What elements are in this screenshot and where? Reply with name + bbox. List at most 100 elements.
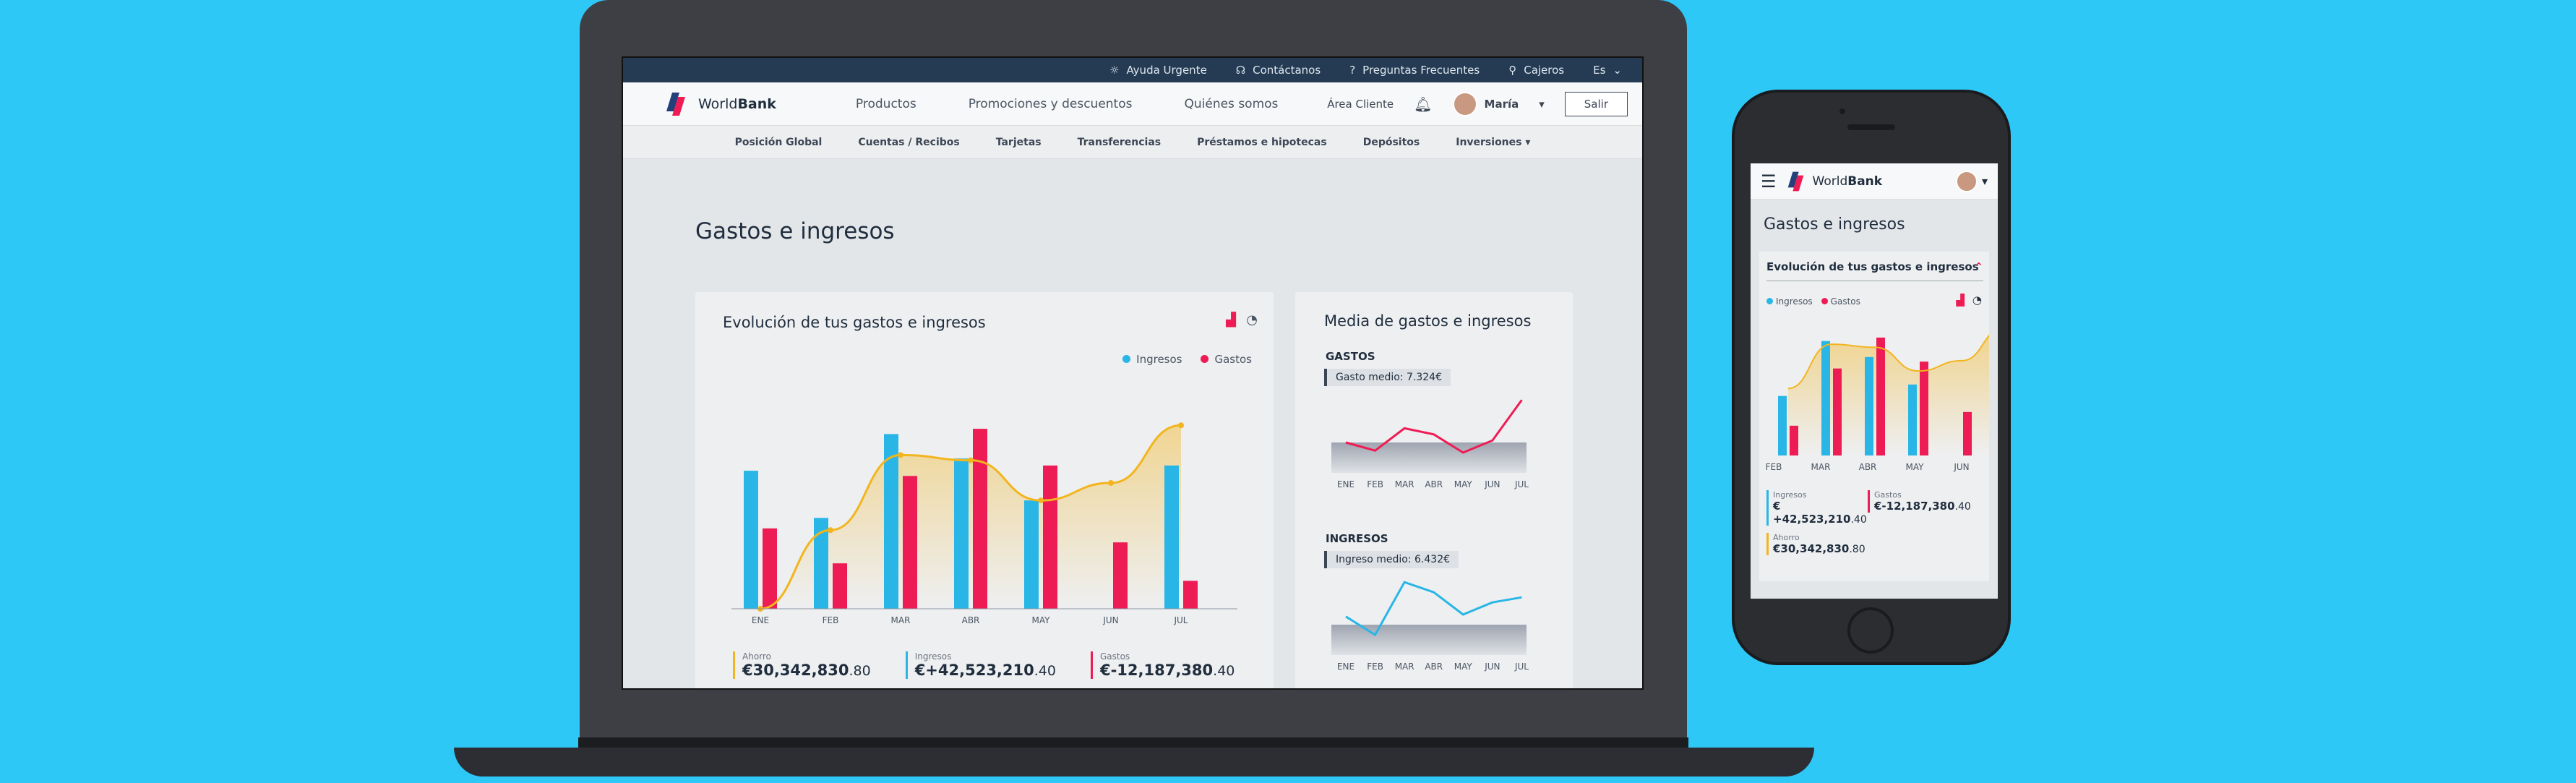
question-icon: ?: [1349, 64, 1356, 77]
subnav-deposits[interactable]: Depósitos: [1362, 136, 1420, 148]
user-menu[interactable]: María ▾: [1452, 91, 1545, 116]
summary-value: €-12,187,380.40: [1874, 500, 1971, 513]
expense-bar: [1876, 337, 1885, 455]
nav-about[interactable]: Quiénes somos: [1184, 96, 1279, 111]
legend-expense: Gastos: [1201, 353, 1252, 366]
brand-logo[interactable]: WorldBank: [665, 90, 776, 119]
language-select[interactable]: Es ⌄: [1593, 64, 1622, 77]
phone-speaker: [1847, 124, 1895, 130]
x-tick-label: MAY: [1032, 615, 1051, 625]
expense-bar: [833, 563, 847, 609]
summary-label: Gastos: [1099, 651, 1130, 662]
x-tick-label: ENE: [752, 615, 769, 625]
x-tick-label: FEB: [1367, 662, 1383, 672]
sub-nav: Posición Global Cuentas / Recibos Tarjet…: [623, 126, 1642, 159]
mobile-summary-item: Ahorro €30,342,830.80: [1766, 533, 1868, 555]
income-title: INGRESOS: [1326, 532, 1388, 545]
summary-value: €-12,187,380.40: [1099, 662, 1235, 679]
expenses-title: GASTOS: [1326, 350, 1375, 363]
bell-icon[interactable]: 🔔︎: [1414, 95, 1433, 113]
subnav-loans[interactable]: Préstamos e hipotecas: [1197, 136, 1327, 148]
x-tick-label: JUL: [1173, 615, 1188, 625]
sun-icon: ☼: [1109, 64, 1120, 77]
summary-value: €30,342,830.80: [742, 662, 871, 679]
saving-point: [968, 457, 974, 463]
bar-chart-icon[interactable]: ▟: [1226, 312, 1236, 328]
subnav-accounts[interactable]: Cuentas / Recibos: [858, 136, 960, 148]
avatar: [1955, 170, 1978, 192]
client-area-link[interactable]: Área Cliente: [1327, 97, 1394, 111]
mobile-card: Evolución de tus gastos e ingresos ⌃ Ingr…: [1759, 252, 1989, 581]
x-tick-label: FEB: [1367, 479, 1383, 489]
chevron-up-icon[interactable]: ⌃: [1974, 260, 1983, 273]
nav-promotions[interactable]: Promociones y descuentos: [968, 96, 1133, 111]
page-title: Gastos e ingresos: [695, 218, 895, 244]
subnav-transfers[interactable]: Transferencias: [1077, 136, 1162, 148]
topbar-contact[interactable]: ☊ Contáctanos: [1235, 64, 1321, 77]
summary-label: Ingresos: [914, 651, 952, 662]
x-tick-label: ABR: [1859, 462, 1877, 472]
summary-expense: Gastos €-12,187,380.40: [1090, 651, 1235, 679]
income-average: Ingreso medio: 6.432€: [1324, 551, 1459, 568]
expense-bar: [1963, 411, 1972, 455]
phone-home-button[interactable]: [1847, 607, 1894, 654]
x-tick-label: ABR: [1425, 662, 1443, 672]
pie-chart-icon[interactable]: ◔: [1246, 312, 1258, 328]
subnav-cards[interactable]: Tarjetas: [995, 136, 1042, 148]
average-title: Media de gastos e ingresos: [1324, 312, 1532, 330]
mobile-logo[interactable]: WorldBank: [1787, 168, 1882, 194]
x-tick-label: ENE: [1337, 662, 1354, 672]
subnav-investments[interactable]: Inversiones ▾: [1456, 136, 1531, 148]
income-bar: [814, 518, 828, 609]
topbar-help[interactable]: ☼ Ayuda Urgente: [1109, 64, 1207, 77]
mobile-user-menu[interactable]: ▾: [1955, 170, 1988, 192]
subnav-global[interactable]: Posición Global: [734, 136, 823, 148]
summary-value: €+42,523,210.40: [1773, 500, 1867, 526]
expense-bar: [903, 476, 917, 609]
expenses-average: Gasto medio: 7.324€: [1324, 369, 1451, 386]
expense-bar: [1833, 368, 1842, 455]
saving-point: [1178, 422, 1184, 429]
legend-income: Ingresos: [1766, 296, 1813, 307]
legend-expense: Gastos: [1821, 296, 1860, 307]
evolution-title: Evolución de tus gastos e ingresos: [723, 314, 986, 331]
pie-chart-icon[interactable]: ◔: [1972, 294, 1982, 307]
expense-bar: [1183, 581, 1198, 609]
exit-button[interactable]: Salir: [1564, 91, 1628, 116]
topbar-faq[interactable]: ? Preguntas Frecuentes: [1349, 64, 1480, 77]
nav-products[interactable]: Productos: [855, 96, 916, 111]
bar-chart-icon[interactable]: ▟: [1956, 294, 1965, 307]
topbar-atms[interactable]: ⚲ Cajeros: [1508, 64, 1565, 77]
mobile-header: ☰ WorldBank ▾: [1751, 163, 1998, 200]
income-bar: [954, 458, 969, 609]
chart-legend: Ingresos Gastos: [1122, 353, 1252, 366]
summary-label: Ingresos: [1773, 490, 1807, 500]
saving-point: [898, 452, 903, 458]
mobile-evolution-chart: FEB MAR ABR MAY JUN: [1766, 334, 1989, 472]
trend-line: [1345, 581, 1522, 637]
x-tick-label: MAR: [891, 615, 911, 625]
mobile-summary-item: Gastos €-12,187,380.40: [1868, 490, 1971, 513]
expense-bar: [1113, 542, 1128, 609]
mobile-card-title: Evolución de tus gastos e ingresos ⌃: [1766, 260, 1983, 281]
x-tick-label: ABR: [1425, 479, 1443, 489]
laptop-screen: ☼ Ayuda Urgente ☊ Contáctanos ? Preguntas F…: [622, 56, 1644, 690]
x-tick-label: JUL: [1514, 662, 1529, 672]
caret-down-icon: ▾: [1981, 174, 1988, 188]
x-tick-label: MAY: [1454, 479, 1473, 489]
income-bar: [1865, 356, 1873, 455]
main-nav: WorldBank Productos Promociones y descue…: [623, 82, 1642, 126]
expense-bar: [1043, 465, 1057, 609]
mobile-page-title: Gastos e ingresos: [1764, 215, 1905, 234]
hamburger-menu-icon[interactable]: ☰: [1761, 171, 1777, 192]
income-line-chart: ENE FEB MAR ABR MAY JUN JUL: [1331, 581, 1529, 672]
x-tick-label: MAR: [1395, 662, 1414, 672]
summary-saving: Ahorro €30,342,830.80: [733, 651, 871, 679]
x-tick-label: FEB: [823, 615, 839, 625]
x-tick-label: MAR: [1395, 479, 1414, 489]
average-band: [1331, 625, 1527, 655]
worldbank-logo-icon: [666, 92, 685, 116]
expense-bar: [1920, 361, 1928, 455]
income-bar: [1908, 384, 1917, 455]
expenses-line-chart: ENE FEB MAR ABR MAY JUN JUL: [1331, 399, 1529, 489]
